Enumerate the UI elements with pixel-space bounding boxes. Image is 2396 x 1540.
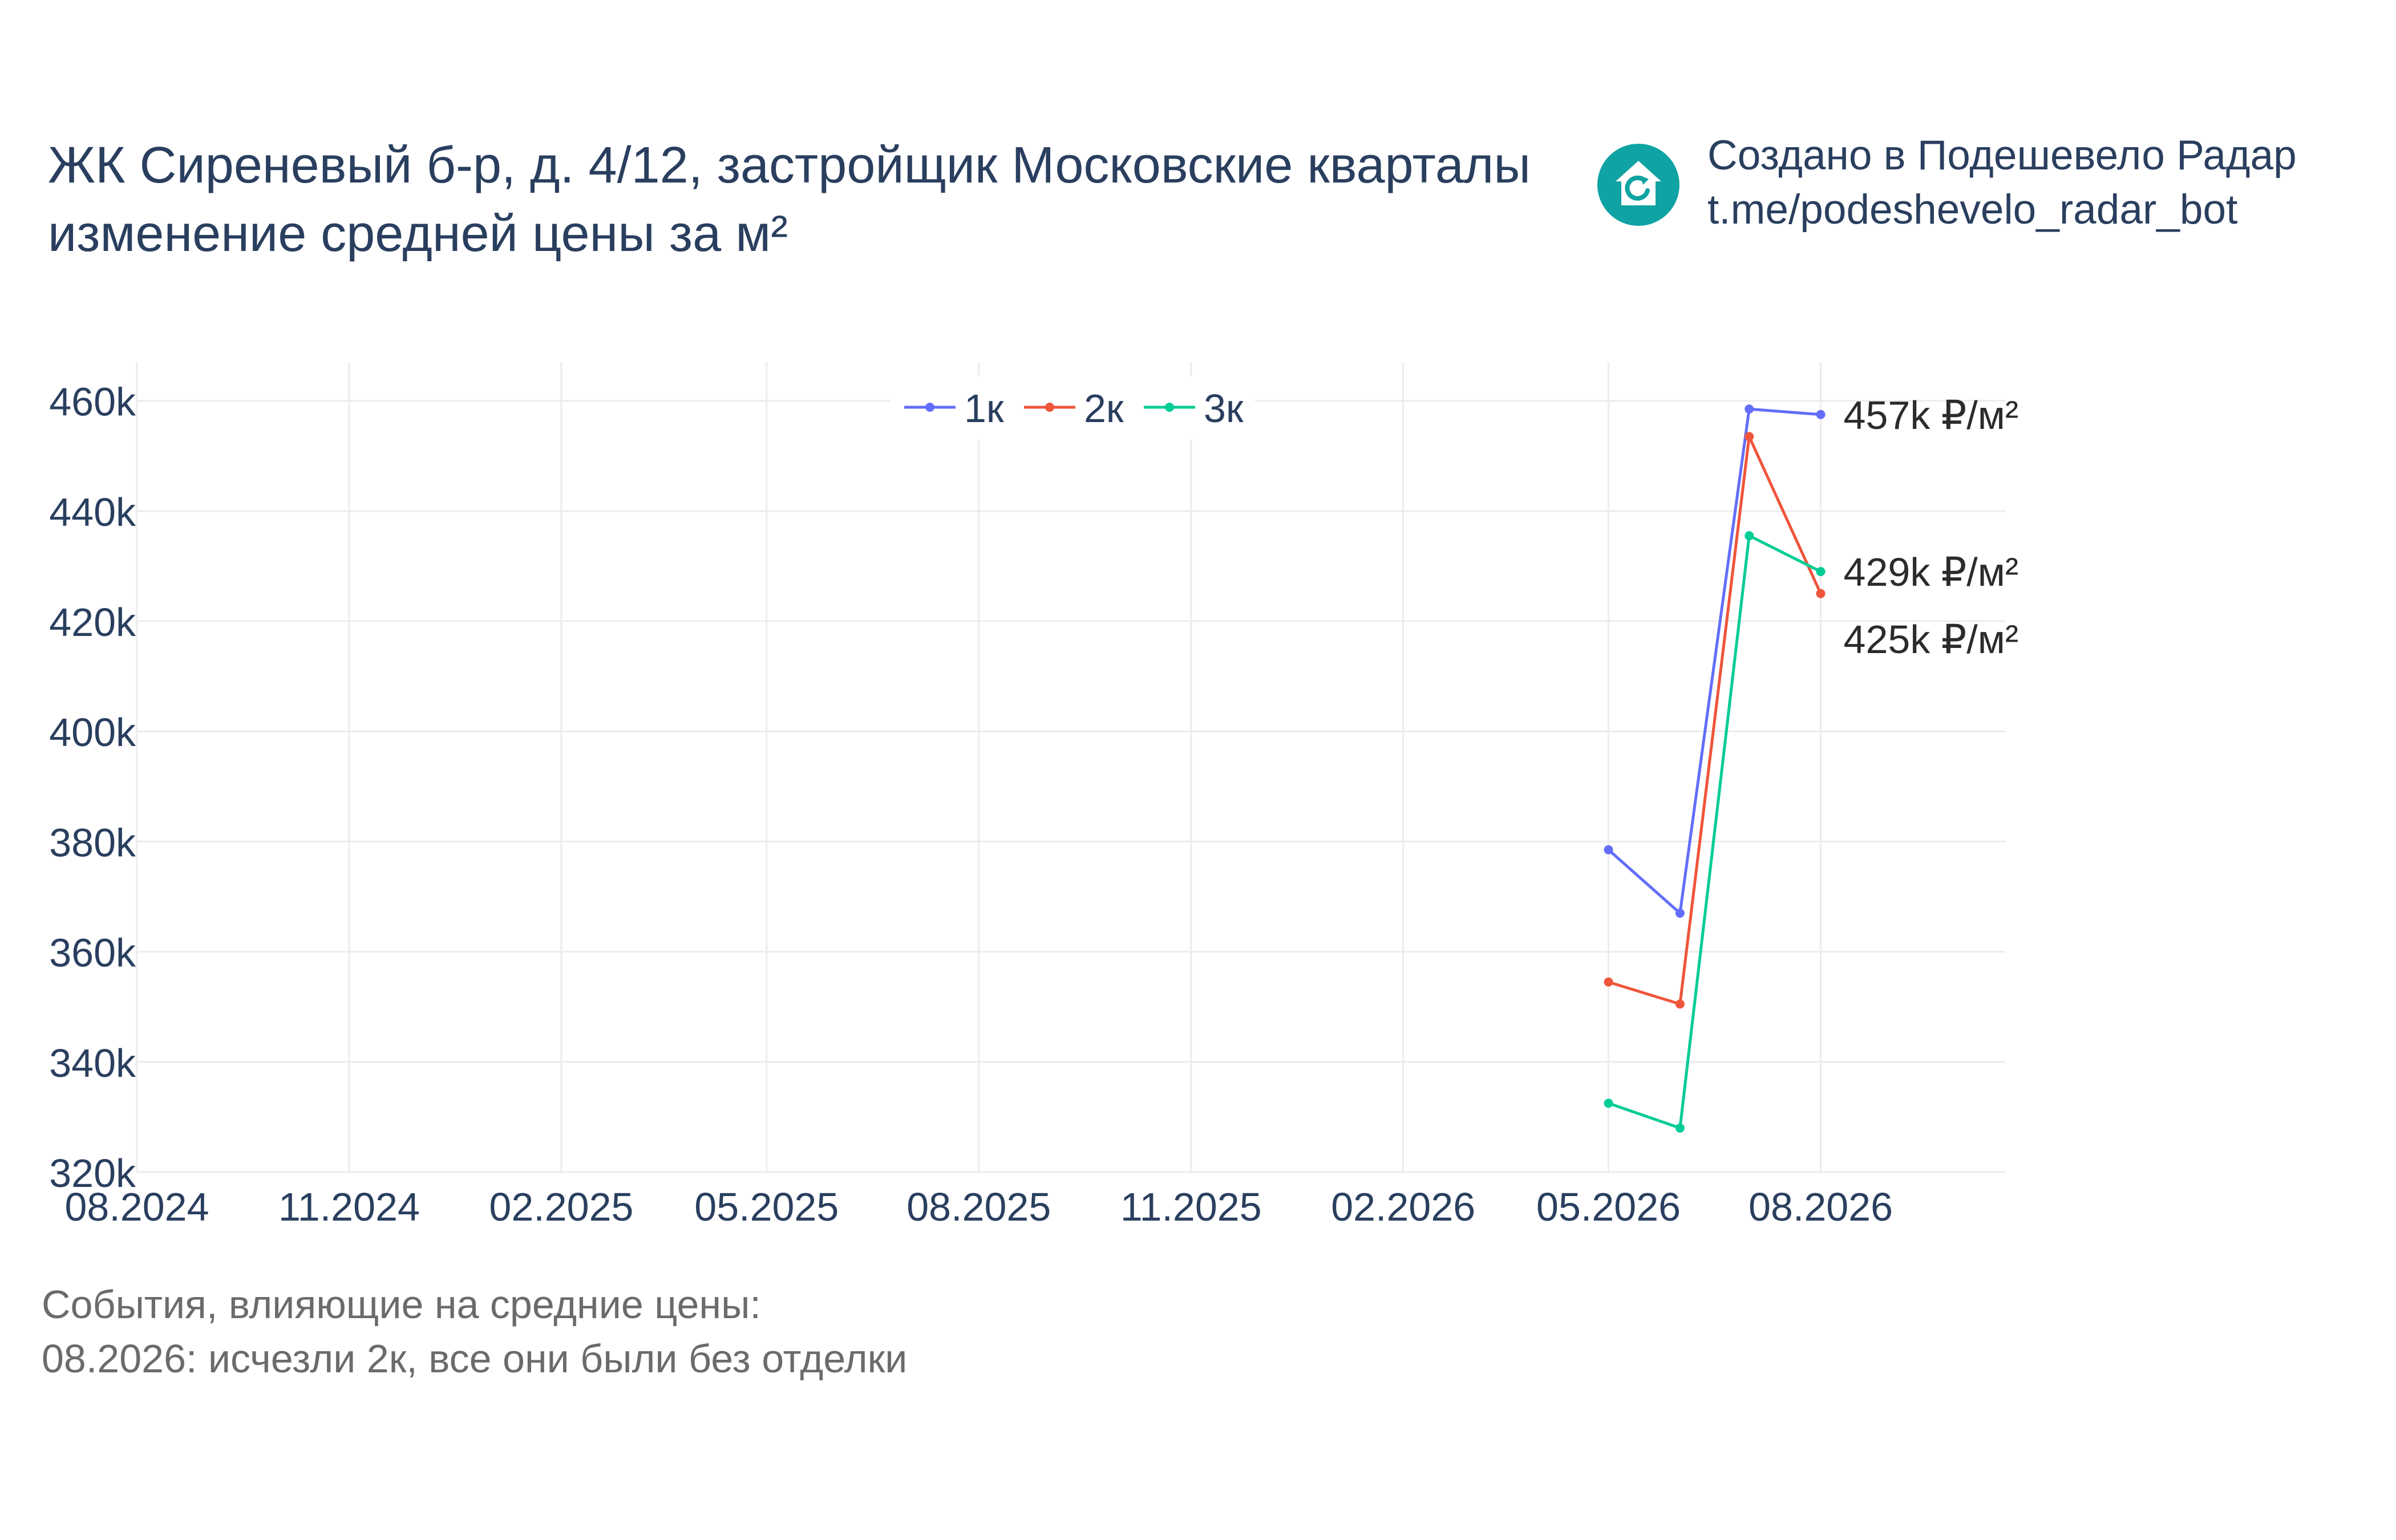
- data-point: [1675, 999, 1685, 1009]
- data-point: [1745, 531, 1754, 541]
- x-tick-label: 02.2026: [1331, 1185, 1475, 1229]
- data-point: [1816, 589, 1826, 598]
- data-point: [1675, 1123, 1685, 1133]
- data-point: [1675, 908, 1685, 918]
- chart-title: ЖК Сиреневый б-р, д. 4/12, застройщик Мо…: [48, 131, 1531, 268]
- legend-marker: [1165, 403, 1174, 412]
- chart-title-line-1: ЖК Сиреневый б-р, д. 4/12, застройщик Мо…: [48, 137, 1531, 194]
- chart-title-line-2: изменение средней цены за м²: [48, 205, 788, 262]
- x-tick-label: 05.2025: [694, 1185, 839, 1229]
- data-point: [1745, 404, 1754, 414]
- data-point: [1604, 845, 1613, 854]
- y-tick-label: 420k: [49, 600, 136, 645]
- data-point: [1745, 432, 1754, 441]
- y-tick-label: 380k: [49, 820, 136, 865]
- events-item: 08.2026: исчезли 2к, все они были без от…: [42, 1336, 908, 1381]
- logo-arrow: [1625, 175, 1650, 201]
- events-notes: События, влияющие на средние цены: 08.20…: [42, 1278, 907, 1386]
- end-label: 425k ₽/м²: [1844, 617, 2019, 662]
- events-heading: События, влияющие на средние цены:: [42, 1282, 761, 1327]
- legend-item-label: 1к: [964, 386, 1004, 431]
- legend-marker: [1045, 403, 1054, 412]
- y-tick-label: 360k: [49, 931, 136, 975]
- brand-credit: Создано в Подешевело Радар t.me/podeshev…: [1707, 128, 2297, 237]
- data-point: [1604, 1099, 1613, 1108]
- legend-item-label: 3к: [1204, 386, 1244, 431]
- series-line: [1608, 534, 1822, 1130]
- series-line: [1607, 407, 1821, 915]
- x-tick-label: 05.2026: [1536, 1185, 1681, 1229]
- x-tick-label: 02.2025: [489, 1185, 633, 1229]
- y-tick-label: 460k: [49, 380, 136, 424]
- legend-marker: [925, 403, 934, 412]
- data-point: [1816, 567, 1826, 577]
- y-tick-label: 320k: [49, 1151, 136, 1195]
- series-lines: [1604, 404, 1826, 1133]
- x-tick-label: 08.2024: [64, 1185, 209, 1229]
- legend-item-label: 2к: [1084, 386, 1124, 431]
- y-tick-label: 400k: [49, 710, 136, 755]
- end-label: 457k ₽/м²: [1844, 393, 2019, 437]
- data-point: [1816, 410, 1826, 419]
- y-tick-label: 440k: [49, 490, 136, 534]
- x-tick-label: 08.2025: [906, 1185, 1051, 1229]
- grid: [136, 362, 2005, 1173]
- end-labels: 457k ₽/м² 429k ₽/м² 425k ₽/м²: [1844, 393, 2019, 662]
- x-tick-label: 11.2025: [1120, 1185, 1262, 1229]
- series-line: [1608, 435, 1822, 1006]
- legend: 1к 2к 3к: [890, 376, 1255, 439]
- data-point: [1604, 977, 1613, 987]
- x-tick-label: 11.2024: [278, 1185, 420, 1229]
- axes: 320k 340k 360k 380k 400k 420k 440k 460k 08.2024 1…: [49, 380, 1893, 1229]
- logo-arrow-head: [1641, 176, 1649, 185]
- x-tick-label: 08.2026: [1749, 1185, 1893, 1229]
- brand-line-1: Создано в Подешевело Радар: [1707, 132, 2297, 179]
- brand-link[interactable]: t.me/podeshevelo_radar_bot: [1707, 187, 2238, 233]
- house-refresh-icon: [1597, 144, 1679, 226]
- end-label: 429k ₽/м²: [1844, 550, 2019, 594]
- y-tick-label: 340k: [49, 1041, 136, 1085]
